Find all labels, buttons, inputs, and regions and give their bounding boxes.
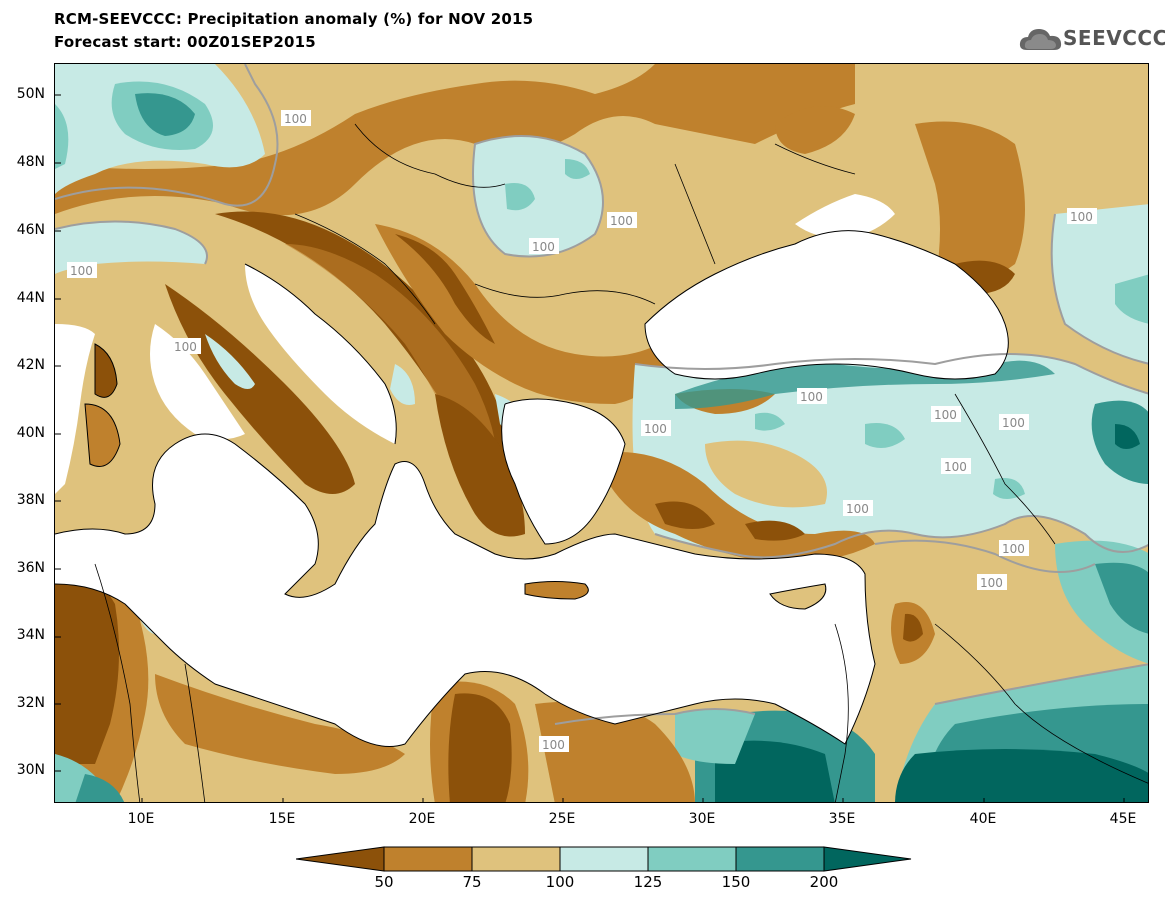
lat-label: 44N <box>16 290 45 306</box>
lon-label: 20E <box>408 811 436 827</box>
contour-label: 100 <box>1002 416 1025 430</box>
lat-label: 34N <box>16 627 45 643</box>
contour-label: 100 <box>980 576 1003 590</box>
lon-label: 30E <box>688 811 716 827</box>
lon-label: 25E <box>548 811 576 827</box>
contour-label: 100 <box>532 240 555 254</box>
contour-label: 100 <box>944 460 967 474</box>
lat-label: 40N <box>16 425 45 441</box>
colorbar-segment-75-100 <box>471 846 561 872</box>
lon-label: 45E <box>1109 811 1137 827</box>
colorbar-tick-label: 75 <box>462 873 482 891</box>
lon-label: 40E <box>969 811 997 827</box>
logo-text: SEEVCCC <box>1063 26 1165 50</box>
colorbar-segment-100-125 <box>559 846 649 872</box>
colorbar-tick-label: 200 <box>809 873 839 891</box>
contour-label: 100 <box>934 408 957 422</box>
colorbar-segment-150-200 <box>735 846 825 872</box>
lat-label: 30N <box>16 762 45 778</box>
contour-labels: 100 100 100 100 100 100 100 100 100 100 … <box>67 110 1097 752</box>
contour-label: 100 <box>1002 542 1025 556</box>
colorbar-segment-50-75 <box>383 846 473 872</box>
contour-label: 100 <box>542 738 565 752</box>
contour-label: 100 <box>1070 210 1093 224</box>
colorbar-segment-lt50 <box>296 846 385 872</box>
colorbar-tick-label: 125 <box>633 873 663 891</box>
map-canvas: 100 100 100 100 100 100 100 100 100 100 … <box>55 64 1148 802</box>
colorbar-tick-label: 150 <box>721 873 751 891</box>
lat-label: 46N <box>16 222 45 238</box>
contour-label: 100 <box>284 112 307 126</box>
contour-label: 100 <box>644 422 667 436</box>
lon-label: 15E <box>268 811 296 827</box>
lat-label: 36N <box>16 560 45 576</box>
cloud-icon <box>1019 29 1062 50</box>
anomaly-map: 100 100 100 100 100 100 100 100 100 100 … <box>54 63 1149 803</box>
lat-label: 42N <box>16 357 45 373</box>
map-title: RCM-SEEVCCC: Precipitation anomaly (%) f… <box>54 10 534 28</box>
colorbar <box>296 846 912 872</box>
contour-label: 100 <box>846 502 869 516</box>
contour-label: 100 <box>70 264 93 278</box>
lat-label: 50N <box>16 86 45 102</box>
colorbar-tick-label: 100 <box>545 873 575 891</box>
colorbar-segment-125-150 <box>647 846 737 872</box>
contour-label: 100 <box>800 390 823 404</box>
lat-label: 48N <box>16 154 45 170</box>
colorbar-segment-gt200 <box>823 846 912 872</box>
forecast-start-label: Forecast start: 00Z01SEP2015 <box>54 33 316 51</box>
lon-label: 35E <box>828 811 856 827</box>
contour-label: 100 <box>610 214 633 228</box>
seevccc-logo: SEEVCCC <box>1019 22 1165 58</box>
lat-label: 32N <box>16 695 45 711</box>
contour-label: 100 <box>174 340 197 354</box>
colorbar-tick-label: 50 <box>374 873 394 891</box>
lon-label: 10E <box>127 811 155 827</box>
lat-label: 38N <box>16 492 45 508</box>
